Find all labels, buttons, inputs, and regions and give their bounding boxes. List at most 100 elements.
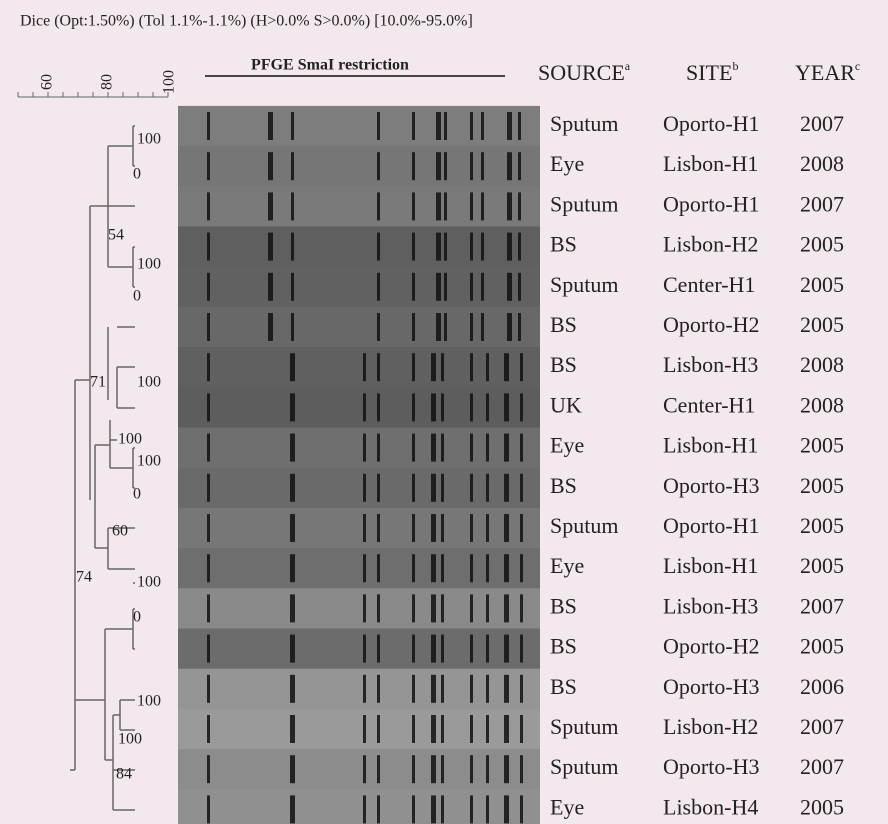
gel-band	[431, 514, 436, 542]
node-label: 84	[116, 766, 132, 783]
gel-band	[412, 514, 415, 542]
gel-band	[377, 554, 380, 582]
gel-band	[470, 474, 473, 502]
node-label: 100	[137, 256, 161, 273]
gel-band	[470, 755, 473, 783]
gel-band	[412, 675, 415, 703]
gel-band	[470, 112, 473, 140]
year: 2005	[800, 272, 844, 297]
node-label: 0	[133, 288, 141, 305]
gel-band	[444, 273, 447, 301]
gel-band	[377, 594, 380, 622]
gel-band	[377, 675, 380, 703]
site: Oporto-H3	[663, 473, 760, 498]
gel-band	[486, 675, 489, 703]
gel-band	[504, 594, 509, 622]
gel-band	[268, 313, 273, 341]
gel-band	[470, 795, 473, 823]
gel-band	[290, 554, 295, 582]
gel-band	[377, 434, 380, 462]
scale-label: 80	[99, 74, 116, 90]
gel-band	[207, 675, 210, 703]
gel-band	[518, 152, 521, 180]
gel-band	[431, 755, 436, 783]
gel-band	[507, 233, 512, 261]
gel-band	[441, 554, 444, 582]
gel-title: PFGE SmaI restriction	[251, 57, 409, 74]
gel-band	[470, 152, 473, 180]
gel-band	[441, 795, 444, 823]
gel-band	[290, 675, 295, 703]
source: UK	[550, 392, 582, 417]
node-label: 0	[133, 609, 141, 626]
gel-band	[444, 112, 447, 140]
gel-band	[470, 715, 473, 743]
year: 2008	[800, 352, 844, 377]
column-header: SOURCEa	[538, 59, 631, 85]
site: Oporto-H1	[663, 191, 760, 216]
scale-label: 60	[39, 74, 56, 90]
gel-band	[507, 313, 512, 341]
year: 2005	[800, 513, 844, 538]
gel-band	[431, 715, 436, 743]
gel-band	[504, 635, 509, 663]
source-note: a	[625, 59, 631, 73]
year: 2007	[800, 111, 844, 136]
gel-band	[507, 273, 512, 301]
gel-band	[377, 112, 380, 140]
source: BS	[550, 312, 577, 337]
gel-band	[291, 152, 294, 180]
gel-band	[207, 755, 210, 783]
node-label: 0	[133, 486, 141, 503]
gel-band	[518, 273, 521, 301]
gel-band	[290, 474, 295, 502]
gel-band	[504, 715, 509, 743]
site: Lisbon-H4	[663, 794, 758, 819]
gel-band	[441, 393, 444, 421]
source: BS	[550, 352, 577, 377]
year: 2005	[800, 553, 844, 578]
gel-band	[470, 594, 473, 622]
gel-band	[207, 353, 210, 381]
gel-band	[412, 112, 415, 140]
gel-band	[268, 192, 273, 220]
node-label: 0	[133, 166, 141, 183]
gel-band	[412, 594, 415, 622]
site: Oporto-H1	[663, 513, 760, 538]
gel-band	[268, 273, 273, 301]
gel-lane	[178, 106, 540, 147]
gel-lane	[178, 629, 540, 670]
gel-band	[504, 675, 509, 703]
site: Lisbon-H3	[663, 352, 758, 377]
node-label: 100	[137, 693, 161, 710]
year: 2007	[800, 754, 844, 779]
gel-band	[504, 393, 509, 421]
gel-band	[207, 434, 210, 462]
gel-band	[377, 474, 380, 502]
source: BS	[550, 232, 577, 257]
gel-band	[518, 112, 521, 140]
gel-lane	[178, 588, 540, 629]
site-header: SITE	[686, 60, 732, 85]
gel-band	[377, 715, 380, 743]
source: Eye	[550, 433, 584, 458]
source: Sputum	[550, 513, 618, 538]
gel-lane	[178, 347, 540, 388]
gel-band	[481, 112, 484, 140]
gel-band	[207, 635, 210, 663]
gel-lane	[178, 548, 540, 589]
source: Sputum	[550, 111, 618, 136]
gel-band	[377, 393, 380, 421]
gel-band	[504, 554, 509, 582]
gel-band	[470, 313, 473, 341]
site: Lisbon-H3	[663, 593, 758, 618]
gel-lane	[178, 709, 540, 750]
gel-band	[291, 273, 294, 301]
source: Eye	[550, 151, 584, 176]
gel-band	[518, 313, 521, 341]
gel-band	[486, 755, 489, 783]
gel-band	[507, 112, 512, 140]
gel-band	[520, 715, 523, 743]
site: Lisbon-H1	[663, 433, 758, 458]
site: Lisbon-H2	[663, 232, 758, 257]
